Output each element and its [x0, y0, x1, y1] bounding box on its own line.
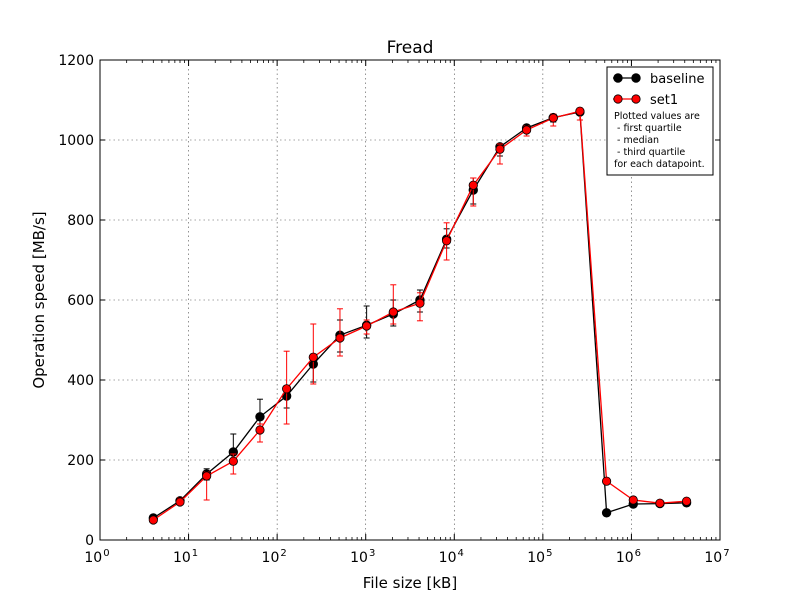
y-tick-label-0: 0 — [85, 533, 94, 549]
y-tick-label-6: 1200 — [58, 53, 94, 69]
y-axis-label: Operation speed [MB/s] — [30, 211, 48, 388]
point-set1-8 — [362, 321, 372, 331]
y-tick-label-4: 800 — [67, 213, 94, 229]
x-tick-label-2: 102 — [262, 548, 287, 566]
point-set1-17 — [601, 476, 612, 486]
point-set1-1 — [175, 497, 185, 507]
point-set1-19 — [655, 498, 665, 508]
series-layer — [148, 106, 692, 525]
point-baseline-4 — [255, 412, 265, 422]
x-tick-label-5: 105 — [527, 548, 552, 566]
x-axis-label: File size [kB] — [363, 574, 457, 592]
x-tick-label-4: 104 — [439, 548, 464, 566]
point-set1-11 — [442, 236, 452, 246]
point-set1-13 — [495, 144, 505, 154]
legend-baseline-label: baseline — [650, 72, 704, 87]
x-tick-label-3: 103 — [350, 548, 375, 566]
legend-set1-marker-left — [613, 94, 623, 104]
legend-note-line-5: for each datapoint. — [614, 159, 705, 170]
legend-note-line-4: - third quartile — [614, 147, 685, 158]
legend-note-line-1: Plotted values are — [614, 111, 700, 122]
grid-layer — [100, 60, 720, 540]
y-tick-label-1: 200 — [67, 453, 94, 469]
legend-baseline-marker-right — [631, 73, 641, 83]
point-set1-20 — [681, 496, 692, 506]
point-set1-15 — [548, 113, 558, 123]
x-tick-label-1: 101 — [173, 548, 198, 566]
x-tick-label-7: 107 — [704, 548, 729, 566]
legend-box — [606, 66, 714, 176]
point-baseline-17 — [601, 508, 612, 518]
point-set1-14 — [522, 125, 532, 135]
point-set1-2 — [202, 471, 212, 481]
x-tick-label-0: 100 — [84, 548, 109, 566]
point-set1-16 — [575, 106, 585, 116]
point-set1-10 — [415, 298, 425, 308]
point-set1-4 — [255, 425, 265, 435]
point-set1-0 — [148, 515, 158, 525]
legend-note-line-3: - median — [614, 135, 659, 146]
y-tick-label-3: 600 — [67, 293, 94, 309]
point-set1-3 — [228, 456, 238, 466]
chart-title: Fread — [387, 38, 434, 58]
legend-baseline-marker-left — [613, 73, 623, 83]
point-set1-18 — [628, 495, 638, 505]
series-set1 — [148, 106, 692, 525]
legend-set1-marker-right — [631, 94, 641, 104]
legend-note-line-2: - first quartile — [614, 123, 682, 134]
y-tick-label-5: 1000 — [58, 133, 94, 149]
tick-layer: 0 200 400 600 800 1000 1200 100 101 102 103 104 105 1… — [58, 53, 729, 566]
x-tick-label-6: 106 — [616, 548, 641, 566]
point-set1-12 — [468, 180, 478, 190]
point-set1-5 — [282, 384, 292, 394]
legend: baseline set1 Plotted values are - first… — [606, 66, 714, 176]
point-set1-6 — [308, 352, 318, 362]
point-set1-9 — [388, 307, 398, 317]
legend-set1-label: set1 — [650, 93, 678, 108]
y-tick-label-2: 400 — [67, 373, 94, 389]
point-set1-7 — [335, 333, 345, 343]
